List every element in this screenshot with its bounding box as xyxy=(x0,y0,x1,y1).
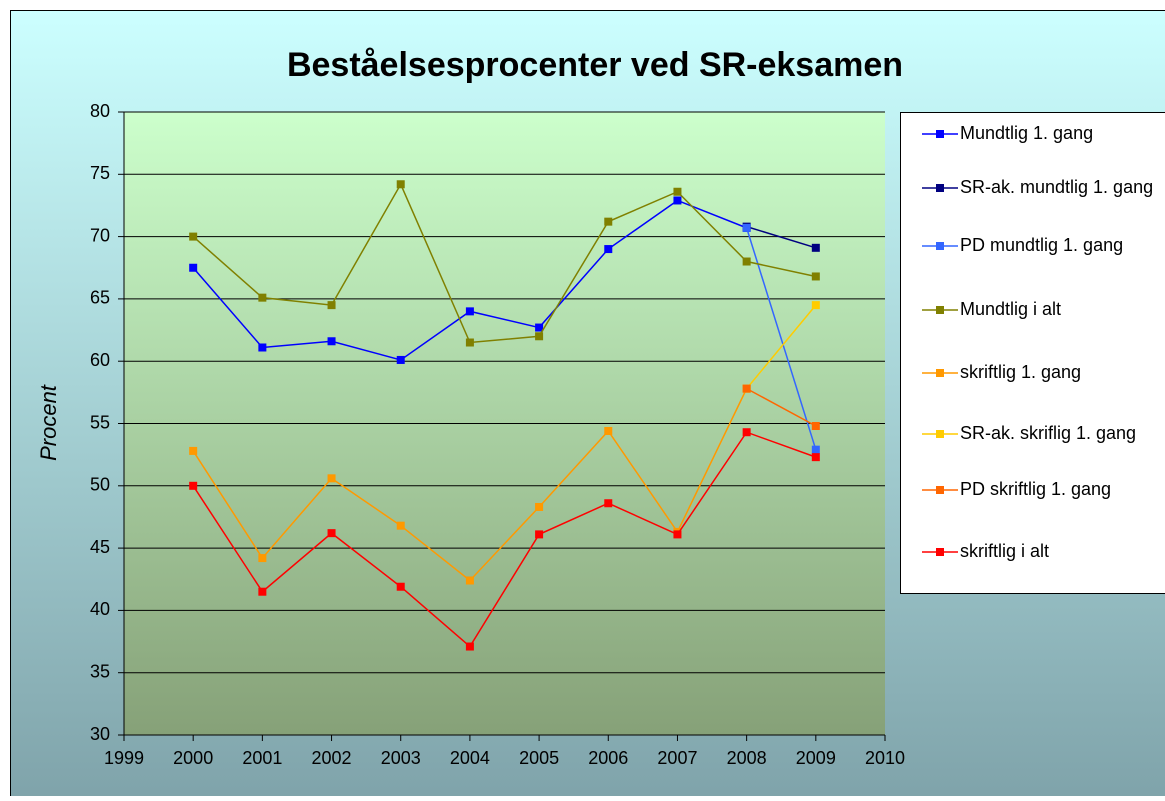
y-tick-label: 30 xyxy=(90,724,110,744)
data-point xyxy=(328,301,336,309)
data-point xyxy=(258,294,266,302)
x-tick-label: 2008 xyxy=(727,748,767,768)
x-tick-label: 2003 xyxy=(381,748,421,768)
data-point xyxy=(604,218,612,226)
data-point xyxy=(743,385,751,393)
legend-label: skriftlig 1. gang xyxy=(960,362,1081,382)
legend-marker xyxy=(936,306,944,314)
data-point xyxy=(258,588,266,596)
y-tick-label: 60 xyxy=(90,350,110,370)
data-point xyxy=(812,422,820,430)
data-point xyxy=(812,453,820,461)
data-point xyxy=(258,554,266,562)
y-tick-label: 45 xyxy=(90,537,110,557)
data-point xyxy=(604,245,612,253)
data-point xyxy=(466,643,474,651)
data-point xyxy=(743,428,751,436)
x-tick-label: 2005 xyxy=(519,748,559,768)
data-point xyxy=(328,474,336,482)
data-point xyxy=(328,529,336,537)
data-point xyxy=(397,180,405,188)
legend-label: Mundtlig i alt xyxy=(960,299,1061,319)
y-tick-label: 65 xyxy=(90,288,110,308)
x-tick-label: 2001 xyxy=(242,748,282,768)
data-point xyxy=(812,301,820,309)
data-point xyxy=(466,339,474,347)
x-tick-label: 2010 xyxy=(865,748,905,768)
legend-marker xyxy=(936,548,944,556)
data-point xyxy=(328,337,336,345)
x-tick-label: 2002 xyxy=(312,748,352,768)
data-point xyxy=(466,307,474,315)
y-tick-label: 80 xyxy=(90,101,110,121)
x-tick-label: 2006 xyxy=(588,748,628,768)
y-tick-label: 70 xyxy=(90,225,110,245)
data-point xyxy=(397,583,405,591)
legend-marker xyxy=(936,486,944,494)
x-tick-label: 2004 xyxy=(450,748,490,768)
x-tick-label: 2009 xyxy=(796,748,836,768)
y-axis-label: Procent xyxy=(36,384,61,461)
data-point xyxy=(258,343,266,351)
y-tick-label: 50 xyxy=(90,475,110,495)
legend-marker xyxy=(936,242,944,250)
legend-label: SR-ak. skriflig 1. gang xyxy=(960,423,1136,443)
data-point xyxy=(397,356,405,364)
data-point xyxy=(673,196,681,204)
legend-marker xyxy=(936,430,944,438)
data-point xyxy=(189,447,197,455)
y-tick-label: 40 xyxy=(90,599,110,619)
legend-label: PD mundtlig 1. gang xyxy=(960,235,1123,255)
legend-marker xyxy=(936,130,944,138)
data-point xyxy=(673,188,681,196)
legend-label: skriftlig i alt xyxy=(960,541,1049,561)
data-point xyxy=(743,224,751,232)
data-point xyxy=(604,427,612,435)
x-tick-label: 1999 xyxy=(104,748,144,768)
legend-label: Mundtlig 1. gang xyxy=(960,123,1093,143)
legend-marker xyxy=(936,369,944,377)
data-point xyxy=(673,530,681,538)
x-tick-label: 2007 xyxy=(657,748,697,768)
data-point xyxy=(466,576,474,584)
data-point xyxy=(189,233,197,241)
data-point xyxy=(812,244,820,252)
data-point xyxy=(189,482,197,490)
data-point xyxy=(604,499,612,507)
y-tick-label: 35 xyxy=(90,661,110,681)
data-point xyxy=(535,503,543,511)
data-point xyxy=(535,530,543,538)
data-point xyxy=(812,272,820,280)
x-tick-label: 2000 xyxy=(173,748,213,768)
data-point xyxy=(535,332,543,340)
data-point xyxy=(397,522,405,530)
y-tick-label: 75 xyxy=(90,163,110,183)
chart-title: Beståelsesprocenter ved SR-eksamen xyxy=(287,46,903,84)
legend-label: SR-ak. mundtlig 1. gang xyxy=(960,177,1153,197)
data-point xyxy=(812,446,820,454)
legend-label: PD skriftlig 1. gang xyxy=(960,479,1111,499)
data-point xyxy=(743,258,751,266)
legend-marker xyxy=(936,184,944,192)
data-point xyxy=(189,264,197,272)
y-tick-label: 55 xyxy=(90,412,110,432)
